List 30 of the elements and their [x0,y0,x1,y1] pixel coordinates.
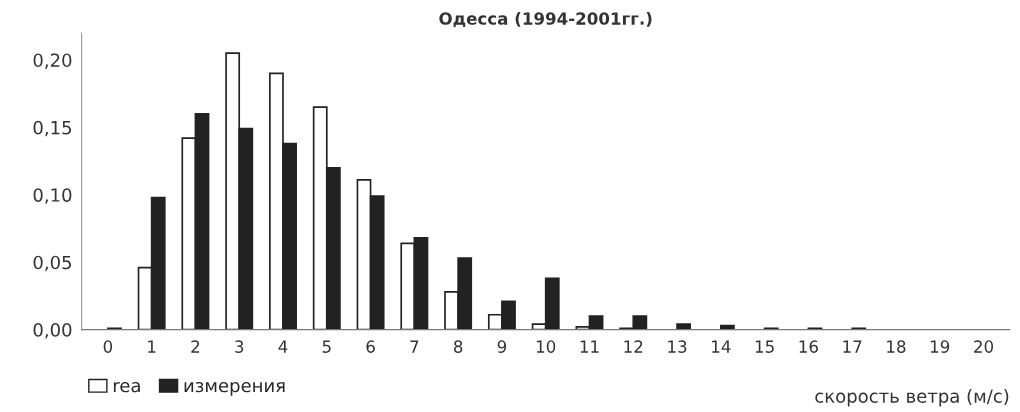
x-tick-label: 19 [930,340,950,353]
x-tick-label: 7 [410,340,419,353]
x-tick-label: 12 [624,340,643,353]
x-tick-label: 6 [366,340,375,353]
y-tick-label: 0,20 [33,53,72,69]
x-tick-label: 11 [580,340,599,353]
x-tick-label: 20 [974,340,994,353]
y-tick-label: 0,15 [33,120,71,137]
x-tick-label: 14 [712,340,731,353]
x-tick-label: 4 [278,340,288,353]
x-tick-label: 8 [453,340,463,353]
y-tick-label: 0,00 [33,323,72,339]
x-tick-label: 13 [668,340,687,353]
y-tick-label: 0,10 [33,188,72,204]
x-tick-label: 0 [103,340,113,353]
x-tick-label: 18 [887,340,906,353]
legend-label: измерения [184,381,285,396]
x-tick-label: 3 [235,340,244,353]
x-tick-label: 17 [843,340,862,353]
x-tick-label: 15 [755,340,774,353]
x-tick-label: 9 [497,340,507,353]
chart-title: Одесса (1994-2001гг.) [439,11,652,27]
x-tick-label: 16 [799,340,818,353]
x-tick-label: 1 [148,340,156,353]
x-tick-label: 10 [536,340,556,353]
x-tick-label: 2 [191,340,200,353]
legend-label: rea [113,381,140,393]
y-tick-label: 0,05 [33,255,71,272]
x-axis-title: скорость ветра (м/с) [815,388,1009,407]
x-tick-label: 5 [322,340,331,353]
